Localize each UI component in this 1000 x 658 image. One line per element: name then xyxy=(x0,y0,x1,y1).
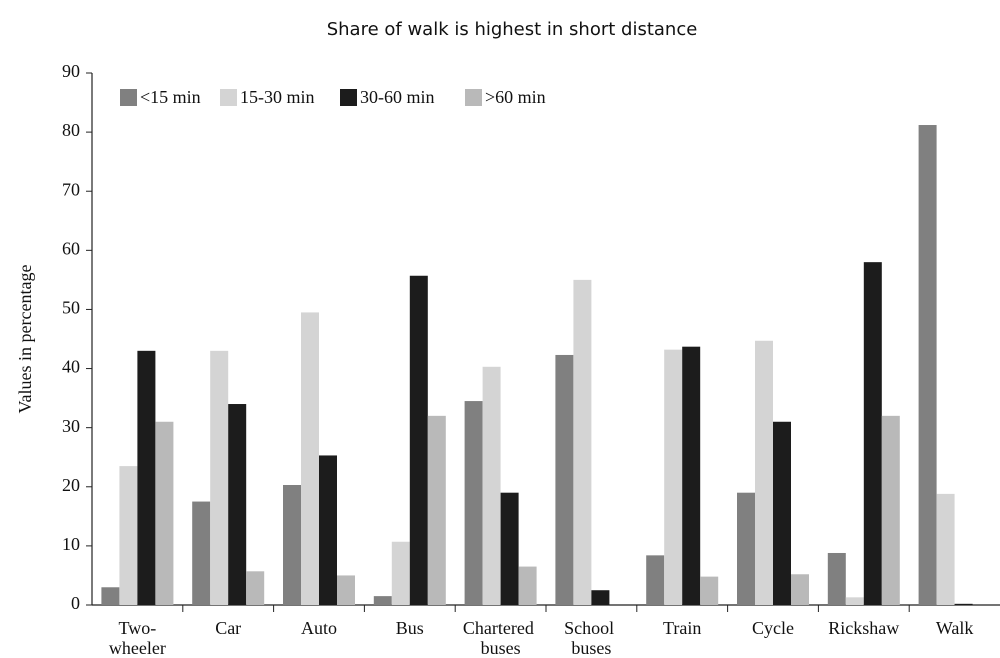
y-tick-label: 90 xyxy=(62,61,80,81)
bar xyxy=(373,596,392,605)
x-tick-label: Chartered buses xyxy=(463,618,538,658)
x-tick-label: School buses xyxy=(564,618,619,658)
x-tick-label: Bus xyxy=(396,618,424,638)
bar xyxy=(664,349,683,605)
bar xyxy=(210,350,229,605)
bar xyxy=(482,366,501,605)
bar xyxy=(881,415,900,605)
bar xyxy=(737,492,755,605)
bar xyxy=(228,404,247,605)
bar xyxy=(863,262,882,605)
bar xyxy=(755,340,773,605)
bar xyxy=(646,555,665,605)
x-tick-label: Two-wheeler xyxy=(109,618,166,658)
bar xyxy=(246,571,265,605)
bar xyxy=(101,587,120,605)
bar xyxy=(137,350,156,605)
bar xyxy=(427,415,446,605)
bar xyxy=(283,485,301,605)
legend-swatch xyxy=(120,89,137,106)
legend-label: <15 min xyxy=(140,87,201,107)
y-tick-label: 20 xyxy=(62,475,80,495)
bar xyxy=(936,493,955,605)
x-tick-label: Rickshaw xyxy=(828,618,899,638)
bar xyxy=(192,501,211,605)
x-tick-label: Cycle xyxy=(752,618,794,638)
x-tick-label: Walk xyxy=(936,618,974,638)
bar xyxy=(827,552,846,605)
chart-title: Share of walk is highest in short distan… xyxy=(327,19,698,40)
bar xyxy=(301,312,319,605)
x-tick-label: Train xyxy=(663,618,701,638)
bar xyxy=(337,575,355,605)
legend-swatch xyxy=(220,89,237,106)
y-tick-label: 60 xyxy=(62,238,80,258)
legend-label: 30-60 min xyxy=(360,87,435,107)
bar xyxy=(319,455,337,605)
bar xyxy=(845,597,864,605)
y-tick-label: 10 xyxy=(62,534,80,554)
bar xyxy=(573,279,592,605)
y-tick-label: 50 xyxy=(62,298,80,318)
y-tick-label: 40 xyxy=(62,357,80,377)
legend-label: 15-30 min xyxy=(240,87,315,107)
bar xyxy=(682,346,701,605)
y-tick-label: 30 xyxy=(62,416,80,436)
y-tick-label: 0 xyxy=(71,593,80,613)
x-tick-label: Auto xyxy=(301,618,337,638)
bar xyxy=(464,401,483,605)
bar xyxy=(155,421,174,605)
bar xyxy=(954,603,973,605)
legend-swatch xyxy=(340,89,357,106)
bar xyxy=(918,125,937,606)
bar xyxy=(791,574,809,605)
bar xyxy=(773,421,791,605)
bar xyxy=(591,590,610,605)
y-tick-label: 70 xyxy=(62,179,80,199)
x-tick-label: Car xyxy=(215,618,241,638)
y-axis-label: Values in percentage xyxy=(15,265,35,414)
legend-label: >60 min xyxy=(485,87,546,107)
bar xyxy=(391,541,410,605)
legend-swatch xyxy=(465,89,482,106)
bar xyxy=(518,566,537,605)
bar xyxy=(700,576,719,605)
bar xyxy=(119,466,138,605)
bar xyxy=(500,492,519,605)
bar xyxy=(409,275,428,605)
y-tick-label: 80 xyxy=(62,120,80,140)
bar xyxy=(555,354,574,605)
